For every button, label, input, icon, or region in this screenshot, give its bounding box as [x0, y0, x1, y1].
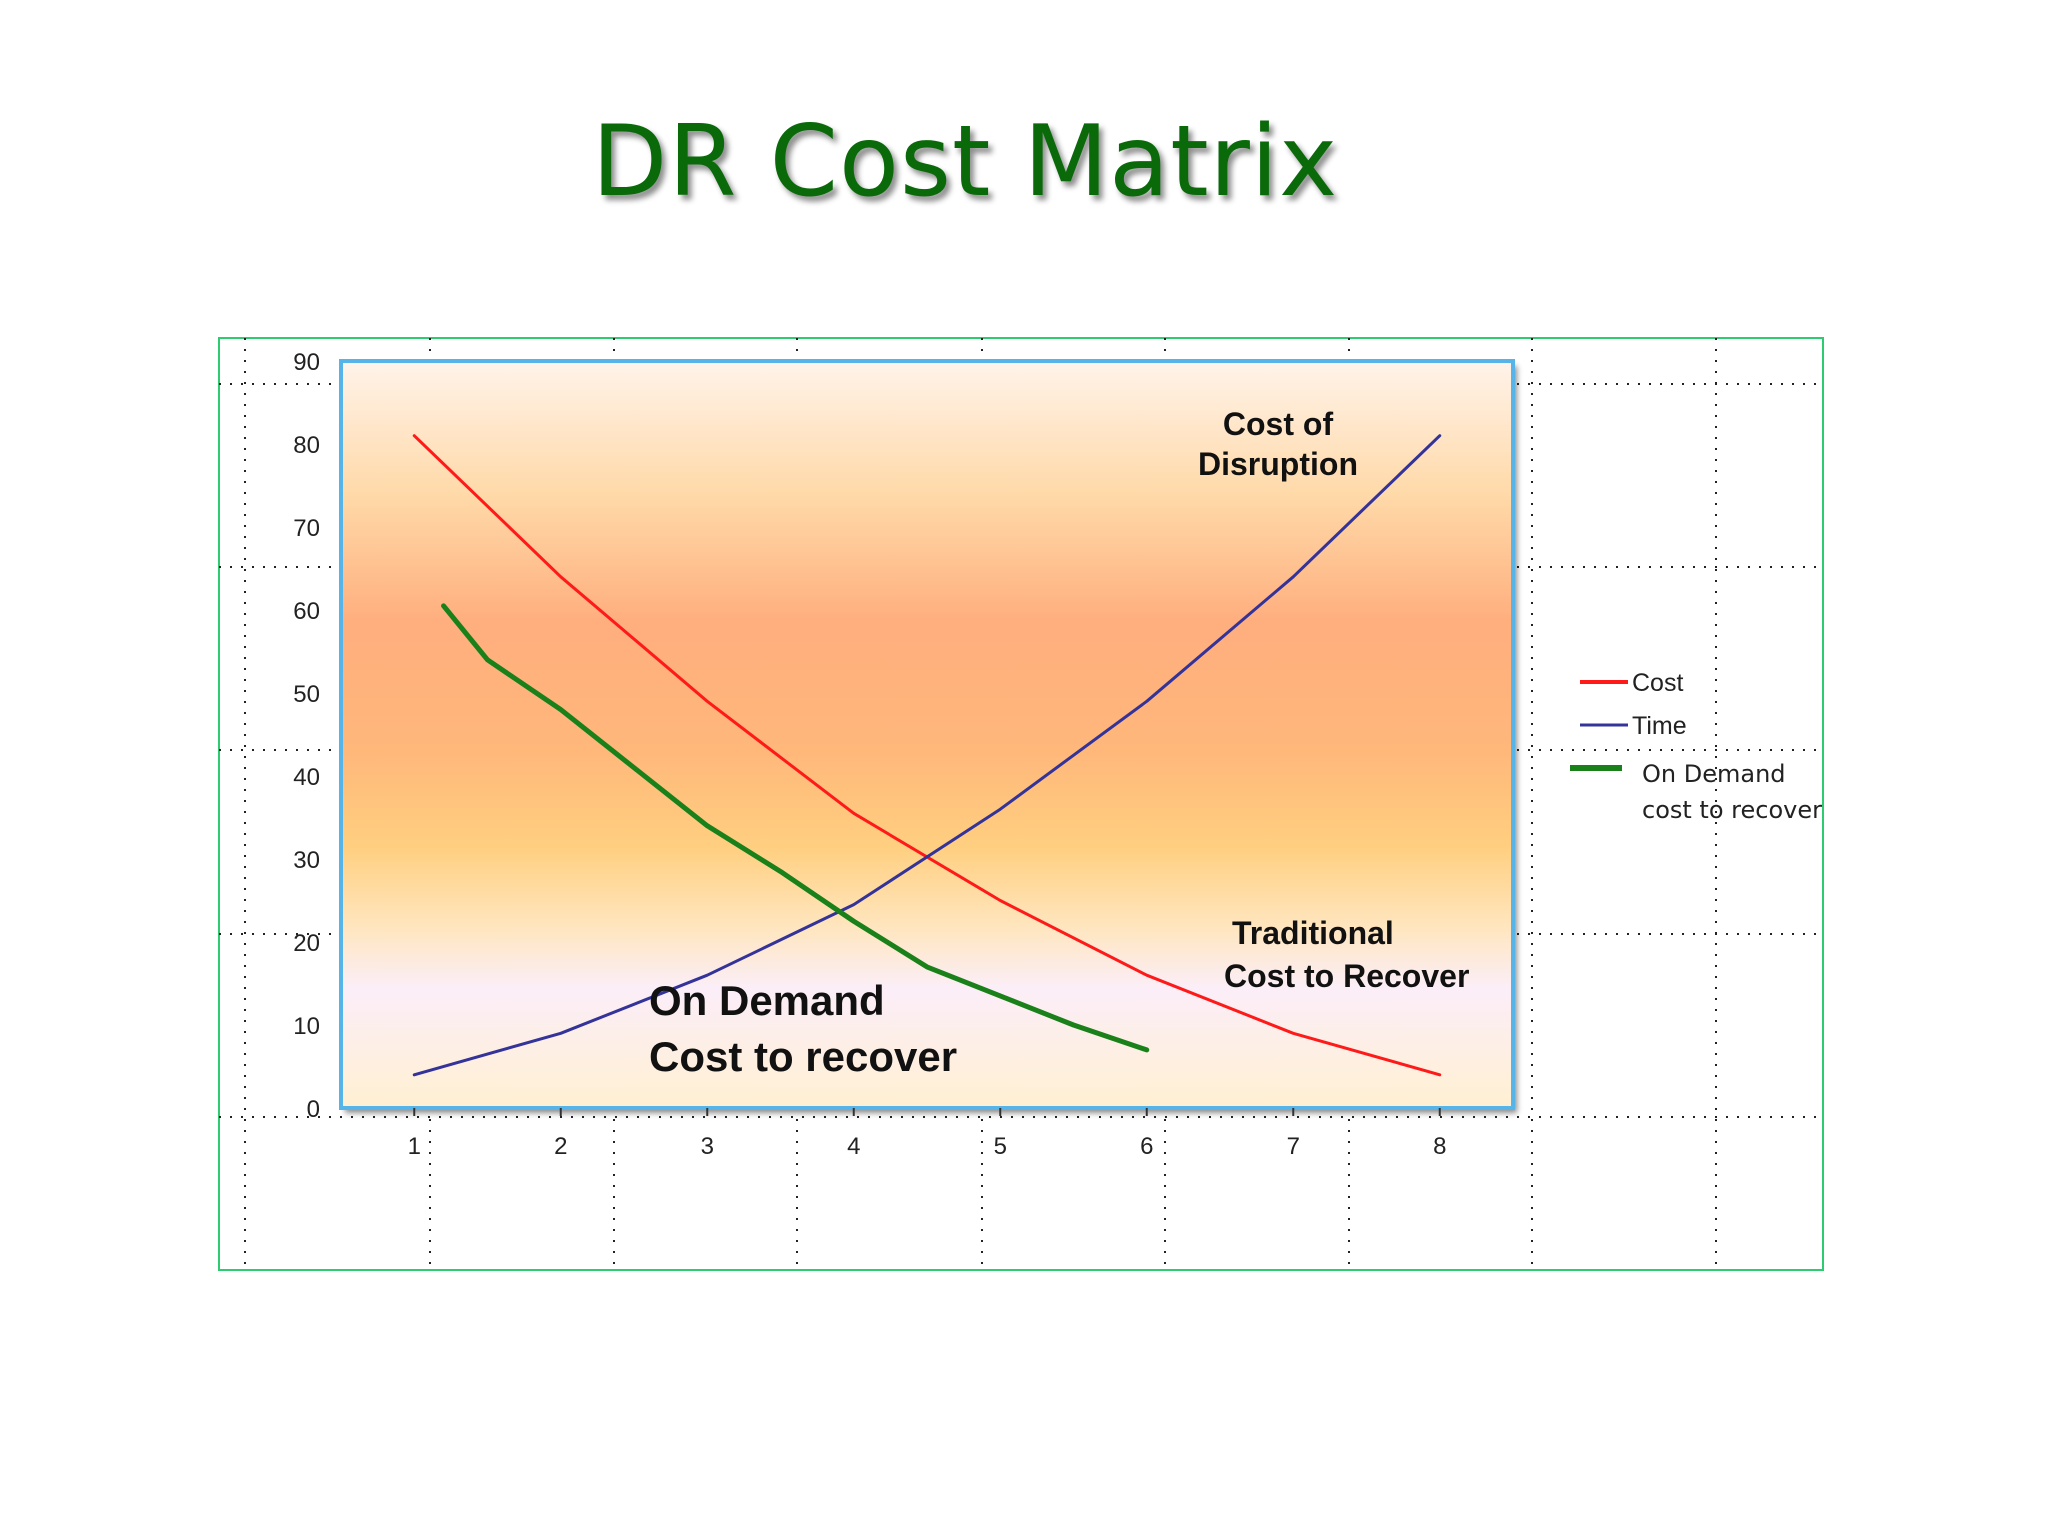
x-tick-label: 5 — [994, 1133, 1007, 1160]
y-tick-label: 90 — [293, 349, 320, 376]
legend-label-time: Time — [1632, 712, 1687, 740]
y-axis-ticks: 0 10 20 30 40 50 60 70 80 90 — [293, 349, 320, 1123]
annotation-traditional: Cost to Recover — [1224, 958, 1469, 994]
y-tick-label: 40 — [293, 764, 320, 791]
legend: Cost Time On Demand cost to recover — [1570, 669, 1822, 824]
y-tick-label: 30 — [293, 847, 320, 874]
x-tick-label: 3 — [701, 1133, 714, 1160]
slide-title: DR Cost Matrix — [591, 105, 1339, 219]
y-tick-label: 70 — [293, 515, 320, 542]
annotation-disruption: Cost of — [1223, 406, 1334, 442]
legend-label-on-demand: cost to recover — [1642, 796, 1822, 824]
y-tick-label: 0 — [307, 1096, 320, 1123]
x-tick-label: 6 — [1140, 1133, 1153, 1160]
plot-area — [341, 361, 1513, 1108]
annotation-on-demand: On Demand — [649, 977, 885, 1024]
x-axis-ticks: 1 2 3 4 5 6 7 8 — [408, 1108, 1446, 1160]
x-tick-label: 4 — [847, 1133, 860, 1160]
series-line-time — [412, 434, 1442, 1077]
legend-label-on-demand: On Demand — [1642, 760, 1786, 788]
plot-border — [339, 359, 1515, 1110]
y-tick-label: 20 — [293, 930, 320, 957]
y-tick-label: 10 — [293, 1013, 320, 1040]
legend-label-cost: Cost — [1632, 669, 1683, 697]
x-tick-label: 8 — [1433, 1133, 1446, 1160]
y-tick-label: 80 — [293, 432, 320, 459]
y-tick-label: 60 — [293, 598, 320, 625]
series-layer — [412, 434, 1442, 1077]
annotation-traditional: Traditional — [1232, 915, 1394, 951]
x-tick-label: 1 — [408, 1133, 421, 1160]
x-tick-label: 7 — [1287, 1133, 1300, 1160]
x-tick-label: 2 — [554, 1133, 567, 1160]
series-line-on-demand-cost-to-recover — [441, 603, 1150, 1053]
annotation-disruption: Disruption — [1198, 446, 1358, 482]
annotation-on-demand: Cost to recover — [649, 1033, 957, 1080]
y-tick-label: 50 — [293, 681, 320, 708]
